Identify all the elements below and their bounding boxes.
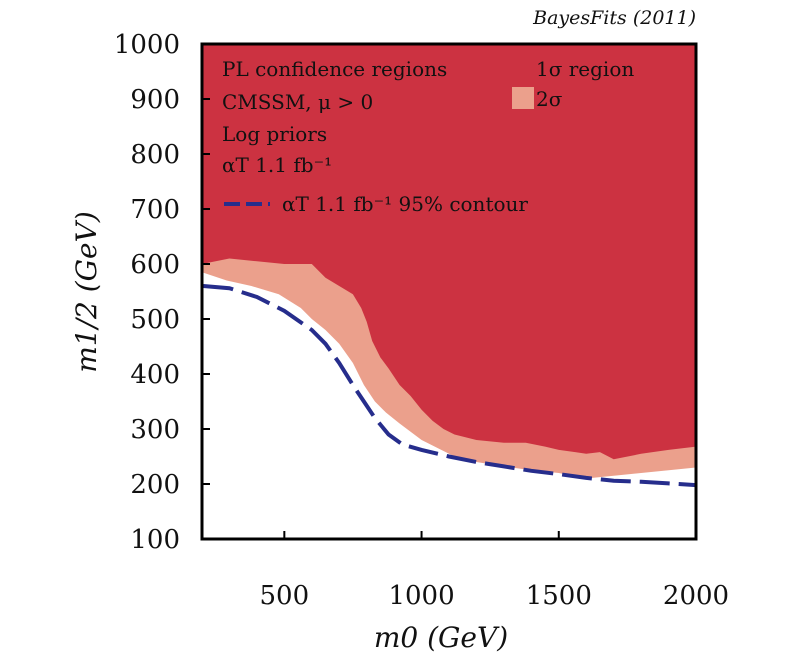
legend-line-4: αT 1.1 fb⁻¹ — [222, 153, 332, 177]
y-tick-label: 600 — [130, 250, 180, 280]
y-tick-label: 200 — [130, 470, 180, 500]
legend-line-3: Log priors — [222, 122, 327, 146]
legend-contour-label: αT 1.1 fb⁻¹ 95% contour — [282, 192, 528, 216]
legend-one-sigma-label: 1σ region — [536, 57, 634, 81]
legend: PL confidence regions CMSSM, μ > 0 Log p… — [222, 57, 634, 216]
x-tick-label: 1000 — [388, 581, 454, 611]
x-axis-ticks: 500 1000 1500 2000 — [260, 531, 729, 611]
y-tick-label: 500 — [130, 305, 180, 335]
y-tick-label: 800 — [130, 140, 180, 170]
legend-line-2: CMSSM, μ > 0 — [222, 90, 373, 114]
x-tick-label: 2000 — [663, 581, 729, 611]
x-tick-label: 1500 — [526, 581, 592, 611]
bayesfits-credit: BayesFits (2011) — [532, 7, 696, 29]
x-axis-title: m0 (GeV) — [374, 621, 508, 654]
y-axis-ticks: 100 200 300 400 500 600 700 800 900 1000 — [114, 30, 210, 555]
y-tick-label: 400 — [130, 360, 180, 390]
y-tick-label: 900 — [130, 85, 180, 115]
plot-frame — [200, 42, 698, 541]
y-tick-label: 300 — [130, 415, 180, 445]
legend-two-sigma-label: 2σ — [536, 87, 563, 111]
y-tick-label: 100 — [130, 525, 180, 555]
legend-two-sigma-swatch — [512, 87, 534, 109]
one-sigma-region — [202, 44, 696, 460]
y-axis-title: m1/2 (GeV) — [70, 211, 103, 373]
x-tick-label: 500 — [260, 581, 310, 611]
y-tick-label: 700 — [130, 195, 180, 225]
legend-line-1: PL confidence regions — [222, 57, 447, 81]
y-tick-label: 1000 — [114, 30, 180, 60]
